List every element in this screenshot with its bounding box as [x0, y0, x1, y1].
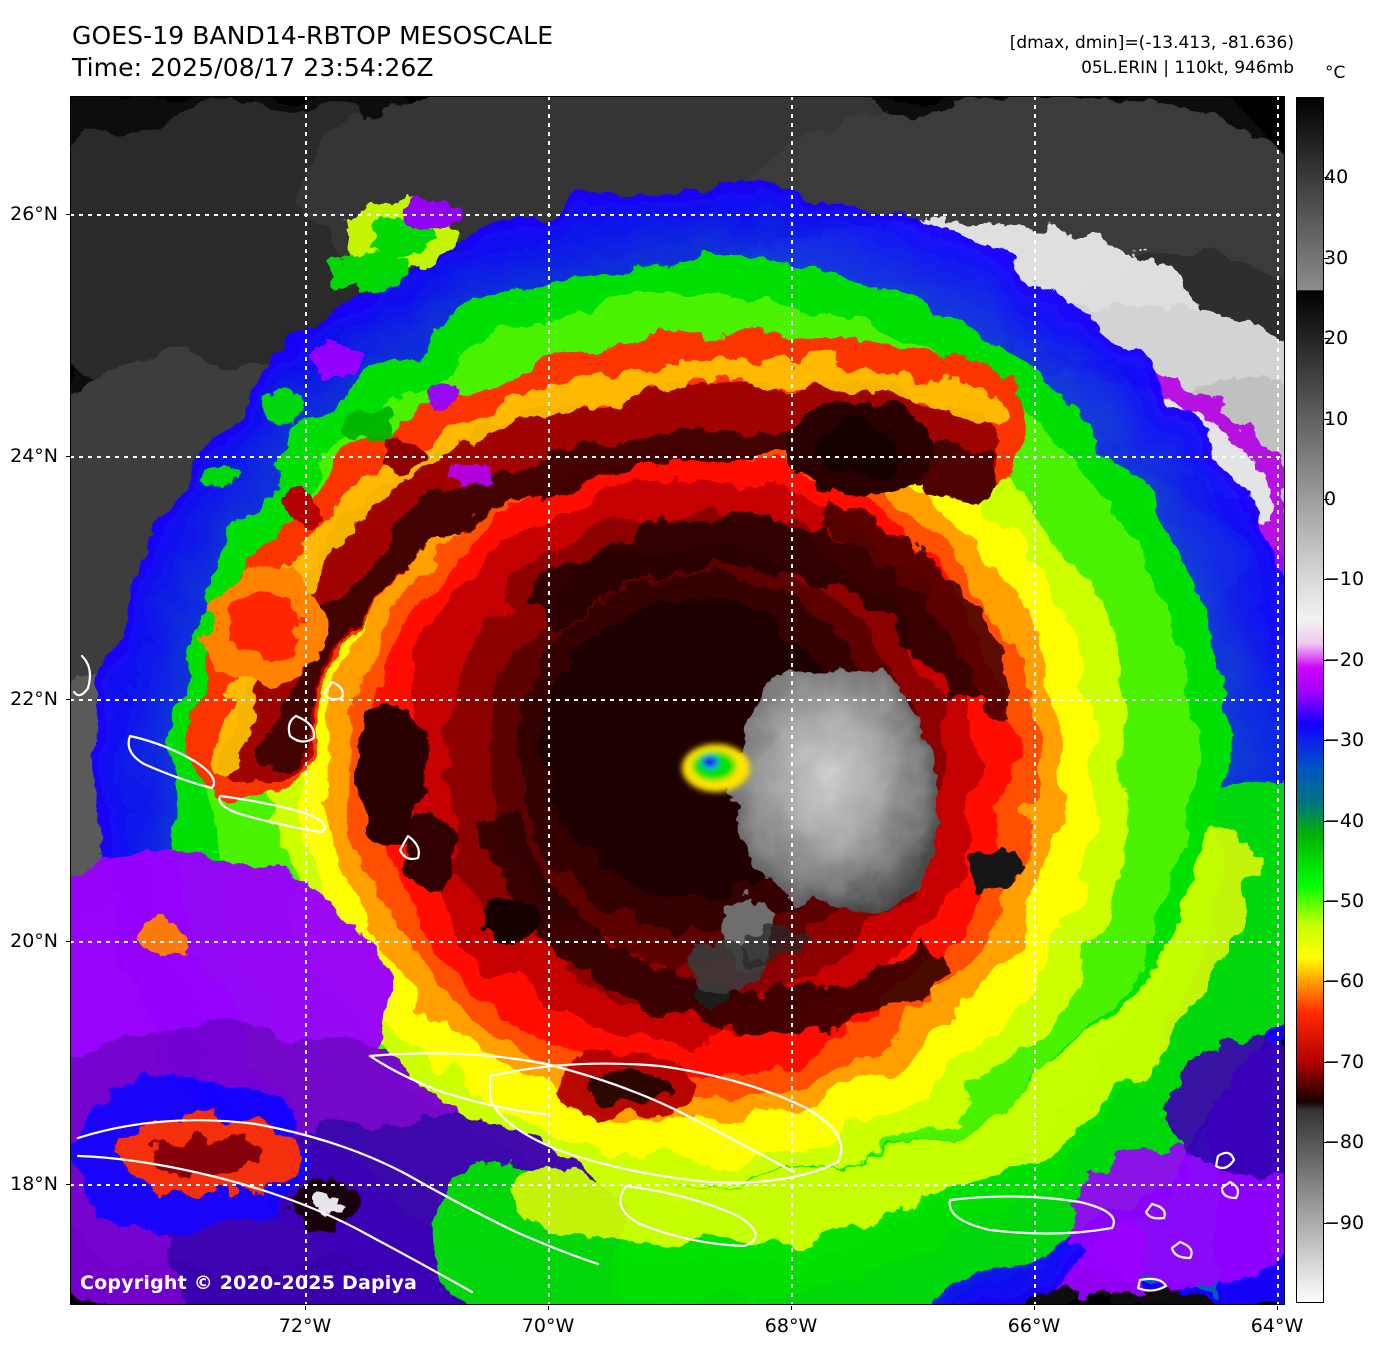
colorbar-tick-label-neg40: −40 [1324, 809, 1365, 832]
colorbar-unit-label: °C [1325, 63, 1346, 83]
colorbar[interactable] [1296, 97, 1324, 1303]
timestamp-label: Time: 2025/08/17 23:54:26Z [72, 53, 434, 82]
xtick-label-66w: 66°W [1007, 1315, 1061, 1337]
metadata-block: [dmax, dmin]=(-13.413, -81.636) 05L.ERIN… [1010, 31, 1294, 81]
dmax-dmin-label: [dmax, dmin]=(-13.413, -81.636) [1009, 33, 1294, 53]
colorbar-tick-mark-neg60 [1324, 981, 1329, 983]
colorbar-tick-mark-0 [1324, 499, 1329, 500]
satellite-raster [70, 96, 1285, 1305]
colorbar-tick-label-20: 20 [1324, 327, 1349, 350]
colorbar-tick-mark-neg40 [1324, 820, 1329, 822]
colorbar-tick-mark-40 [1324, 177, 1329, 179]
xtick-mark-66w [1034, 1306, 1035, 1310]
page-title: GOES-19 BAND14-RBTOP MESOSCALE Time: 202… [72, 20, 553, 84]
ytick-mark-20n [66, 941, 70, 942]
colorbar-tick-label-neg70: −70 [1324, 1050, 1365, 1073]
ytick-label-26n: 26°N [10, 203, 58, 225]
colorbar-tick-label-10: 10 [1324, 407, 1349, 430]
colorbar-tick-mark-neg90 [1324, 1222, 1329, 1224]
colorbar-tick-mark-neg70 [1324, 1061, 1329, 1063]
colorbar-tick-label-neg20: −20 [1324, 648, 1365, 671]
colorbar-tick-label-neg50: −50 [1324, 890, 1365, 912]
xtick-label-72w: 72°W [278, 1315, 332, 1337]
colorbar-tick-label-30: 30 [1324, 246, 1349, 269]
xtick-label-64w: 64°W [1250, 1315, 1304, 1337]
ytick-mark-22n [66, 699, 70, 700]
coastline-overlay [72, 654, 1240, 1294]
colorbar-tick-label-neg10: −10 [1324, 568, 1365, 591]
ytick-label-20n: 20°N [10, 930, 58, 952]
colorbar-frame [1296, 97, 1324, 1303]
copyright-label: Copyright © 2020-2025 Dapiya [80, 1272, 418, 1294]
ytick-label-24n: 24°N [10, 445, 58, 467]
xtick-mark-64w [1277, 1306, 1278, 1310]
colorbar-tick-label-neg80: −80 [1324, 1131, 1365, 1154]
colorbar-tick-label-0: 0 [1324, 488, 1337, 510]
colorbar-tick-mark-neg20 [1324, 659, 1329, 661]
colorbar-tick-mark-10 [1324, 418, 1329, 420]
colorbar-gradient [1296, 97, 1324, 1303]
colorbar-tick-label-neg60: −60 [1324, 970, 1365, 993]
ytick-label-22n: 22°N [10, 688, 58, 710]
colorbar-tick-mark-neg30 [1324, 740, 1329, 742]
colorbar-tick-mark-30 [1324, 257, 1329, 259]
colorbar-tick-mark-neg10 [1324, 579, 1329, 581]
ytick-mark-26n [66, 214, 70, 215]
xtick-mark-70w [548, 1306, 549, 1310]
colorbar-tick-label-neg30: −30 [1324, 729, 1365, 752]
colorbar-tick-mark-neg50 [1324, 901, 1329, 902]
ytick-mark-24n [66, 456, 70, 457]
xtick-mark-72w [305, 1306, 306, 1310]
satellite-image-panel[interactable]: Copyright © 2020-2025 Dapiya [70, 96, 1285, 1305]
xtick-mark-68w [791, 1306, 792, 1310]
colorbar-tick-mark-neg80 [1324, 1142, 1329, 1144]
storm-info-label: 05L.ERIN | 110kt, 946mb [1081, 58, 1294, 78]
colorbar-tick-label-neg90: −90 [1324, 1211, 1365, 1234]
product-title: GOES-19 BAND14-RBTOP MESOSCALE [72, 21, 554, 50]
xtick-label-68w: 68°W [764, 1315, 818, 1337]
ytick-mark-18n [66, 1184, 70, 1185]
ytick-label-18n: 18°N [10, 1173, 58, 1195]
xtick-label-70w: 70°W [521, 1315, 575, 1337]
colorbar-tick-label-40: 40 [1324, 166, 1349, 189]
colorbar-tick-mark-20 [1324, 338, 1329, 340]
